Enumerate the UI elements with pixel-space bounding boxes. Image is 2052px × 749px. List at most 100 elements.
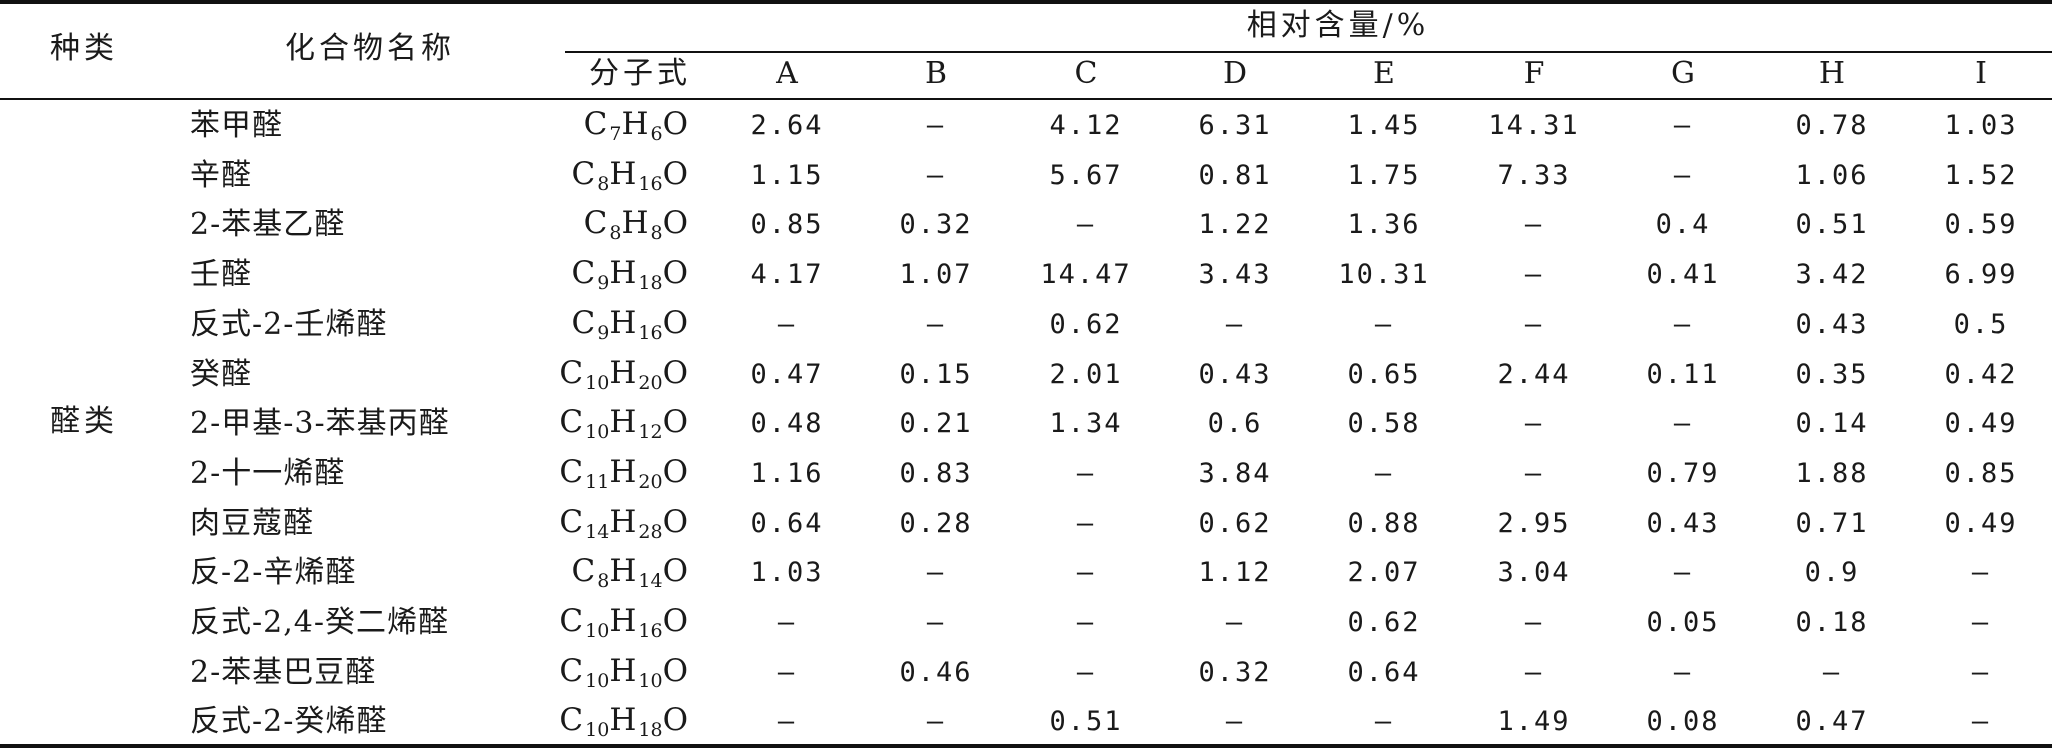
content-value-c: — [1076, 557, 1096, 589]
header-sample-i: I [1975, 56, 1987, 91]
formula-subscript: 12 [638, 421, 663, 444]
formula-element: H [609, 354, 639, 391]
molecular-formula: C7H6O [584, 106, 690, 144]
content-value-c: 2.01 [1049, 358, 1123, 390]
header-sample-c: C [1074, 56, 1098, 91]
formula-subscript: 10 [585, 421, 610, 444]
content-value-a: 4.17 [750, 259, 824, 291]
formula-element: H [609, 652, 639, 689]
content-value-h: 0.78 [1795, 110, 1869, 141]
formula-element: H [609, 453, 639, 490]
content-value-f: — [1524, 607, 1544, 638]
content-value-c: — [1076, 656, 1096, 688]
content-value-h: 1.88 [1795, 457, 1869, 489]
formula-subscript: 14 [585, 520, 610, 543]
header-sample-d: D [1222, 56, 1248, 91]
category-aldehydes: 醛类 [50, 404, 118, 439]
content-value-d: 1.22 [1198, 209, 1272, 241]
molecular-formula: C14H28O [559, 503, 690, 542]
molecular-formula: C10H18O [559, 702, 690, 740]
content-value-b: 0.32 [899, 209, 973, 241]
content-value-e: 1.45 [1347, 110, 1421, 141]
formula-subscript: 18 [638, 719, 663, 742]
content-value-e: — [1374, 706, 1394, 738]
formula-subscript: 20 [638, 470, 663, 493]
formula-element: C [559, 453, 586, 490]
group-header-rule [565, 51, 2052, 53]
compound-name: 反式-2-癸烯醛 [190, 704, 388, 740]
formula-subscript: 9 [597, 272, 610, 295]
content-value-g: — [1673, 557, 1693, 589]
content-value-f: 14.31 [1488, 110, 1580, 141]
formula-element: H [621, 106, 651, 142]
header-sample-a: A [776, 56, 798, 91]
formula-element: C [559, 354, 586, 391]
content-value-d: 3.43 [1198, 259, 1272, 291]
content-value-a: — [777, 308, 797, 340]
formula-element: O [662, 255, 690, 292]
content-value-d: 0.81 [1198, 159, 1272, 191]
formula-subscript: 16 [638, 321, 663, 344]
content-value-h: 0.43 [1795, 308, 1869, 340]
content-value-c: 5.67 [1049, 159, 1123, 191]
content-value-a: — [777, 607, 797, 638]
content-value-e: 0.88 [1347, 507, 1421, 539]
content-value-e: 1.75 [1347, 159, 1421, 191]
compound-name: 辛醛 [190, 157, 252, 193]
content-value-d: — [1225, 706, 1245, 738]
formula-subscript: 8 [597, 570, 610, 593]
content-value-f: 2.44 [1497, 358, 1571, 390]
content-value-f: — [1524, 209, 1544, 241]
content-value-a: 0.48 [750, 408, 824, 440]
formula-element: C [571, 304, 598, 341]
formula-element: H [621, 205, 651, 242]
content-value-b: — [926, 607, 946, 638]
content-value-g: 0.08 [1646, 706, 1720, 738]
content-value-b: 0.83 [899, 457, 973, 489]
content-value-f: 3.04 [1497, 557, 1571, 589]
formula-element: O [662, 205, 690, 242]
content-value-g: 0.05 [1646, 607, 1720, 638]
content-value-c: 4.12 [1049, 110, 1123, 141]
content-value-d: 6.31 [1198, 110, 1272, 141]
compound-name: 反式-2-壬烯醛 [190, 306, 388, 342]
content-value-c: — [1076, 607, 1096, 638]
content-value-f: 7.33 [1497, 159, 1571, 191]
content-value-i: 1.03 [1944, 110, 2018, 141]
content-value-g: 0.41 [1646, 259, 1720, 291]
compound-name: 2-苯基乙醛 [190, 207, 346, 243]
molecular-formula: C8H16O [572, 155, 690, 194]
content-value-e: 0.62 [1347, 607, 1421, 638]
compound-name: 肉豆蔻醛 [190, 505, 314, 541]
formula-element: C [559, 652, 586, 689]
content-value-d: 0.62 [1198, 507, 1272, 539]
formula-element: O [662, 404, 690, 441]
formula-subscript: 10 [585, 620, 610, 642]
content-value-g: 0.43 [1646, 507, 1720, 539]
content-value-e: 10.31 [1338, 259, 1430, 291]
content-value-f: — [1524, 656, 1544, 688]
content-value-b: — [926, 557, 946, 589]
formula-element: O [662, 155, 690, 192]
content-value-a: 0.47 [750, 358, 824, 390]
bottom-rule [0, 744, 2052, 748]
formula-subscript: 16 [638, 172, 663, 195]
content-value-g: 0.4 [1655, 209, 1711, 241]
content-value-e: 0.58 [1347, 408, 1421, 440]
content-value-b: — [926, 159, 946, 191]
compound-name: 反-2-辛烯醛 [190, 555, 357, 591]
content-value-f: 2.95 [1497, 507, 1571, 539]
formula-subscript: 9 [597, 321, 610, 344]
formula-element: H [609, 404, 639, 441]
formula-element: O [662, 702, 690, 739]
formula-element: O [662, 354, 690, 391]
formula-subscript: 8 [609, 222, 622, 245]
compound-name: 2-十一烯醛 [190, 455, 346, 491]
formula-element: O [662, 503, 690, 540]
content-value-b: — [926, 308, 946, 340]
content-value-f: 1.49 [1497, 706, 1571, 738]
content-value-b: — [926, 110, 946, 141]
content-value-g: 0.11 [1646, 358, 1720, 390]
formula-subscript: 10 [585, 669, 610, 692]
formula-element: H [609, 553, 639, 590]
